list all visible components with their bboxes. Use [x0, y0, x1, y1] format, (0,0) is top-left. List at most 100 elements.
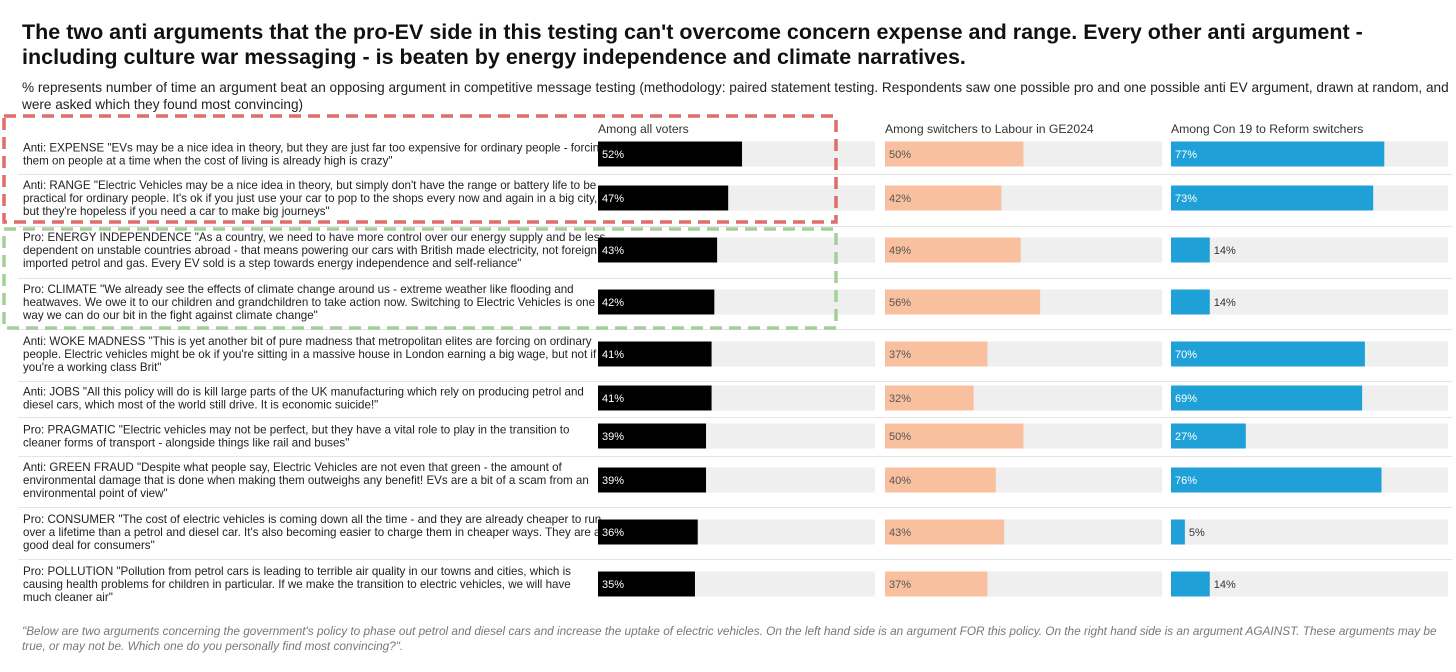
argument-label: Anti: RANGE "Electric Vehicles may be a … [23, 179, 597, 218]
bar [1171, 289, 1210, 315]
series-header: Among switchers to Labour in GE2024 [885, 122, 1094, 136]
bar [1171, 571, 1210, 597]
data-label: 42% [602, 297, 624, 309]
bar [885, 423, 1024, 449]
bar [885, 341, 988, 367]
data-label: 5% [1189, 527, 1205, 539]
data-label: 47% [602, 193, 624, 205]
bar [598, 289, 715, 315]
argument-label-line: imported petrol and gas. Every EV sold i… [23, 257, 521, 270]
argument-label: Anti: EXPENSE "EVs may be a nice idea in… [23, 142, 606, 168]
data-label: 76% [1175, 475, 1197, 487]
data-label: 77% [1175, 149, 1197, 161]
argument-label-line: Anti: EXPENSE "EVs may be a nice idea in… [23, 142, 606, 155]
argument-label-line: good deal for consumers" [23, 539, 155, 552]
bar [598, 141, 743, 167]
chart-title: The two anti arguments that the pro-EV s… [22, 20, 1363, 69]
argument-label-line: practical for ordinary people. It's ok i… [23, 192, 597, 205]
data-label: 50% [889, 149, 911, 161]
bar [1171, 519, 1185, 545]
bar [885, 385, 974, 411]
bar [1171, 423, 1246, 449]
bar [598, 571, 695, 597]
argument-label-line: them on people at a time when the cost o… [23, 155, 393, 168]
argument-label-line: but they're hopeless if you need a car t… [23, 205, 330, 218]
argument-label-line: Anti: JOBS "All this policy will do is k… [23, 386, 584, 399]
data-label: 40% [889, 475, 911, 487]
data-label: 43% [889, 527, 911, 539]
argument-label: Pro: POLLUTION "Pollution from petrol ca… [23, 565, 571, 604]
argument-label-line: diesel cars, which most of the world sti… [23, 399, 378, 412]
data-label: 14% [1214, 297, 1236, 309]
data-label: 41% [602, 349, 624, 361]
data-label: 35% [602, 579, 624, 591]
data-label: 42% [889, 193, 911, 205]
argument-label-line: environmental point of view" [23, 487, 168, 500]
data-label: 14% [1214, 579, 1236, 591]
argument-label: Anti: WOKE MADNESS "This is yet another … [23, 335, 597, 374]
highlight-box [2, 227, 838, 330]
bar [1171, 185, 1374, 211]
bar [885, 185, 1002, 211]
argument-label-line: cleaner forms of transport - alongside t… [23, 437, 349, 450]
argument-label-line: Anti: GREEN FRAUD "Despite what people s… [23, 461, 563, 474]
argument-label-line: much cleaner air" [23, 591, 113, 604]
argument-label-line: Pro: ENERGY INDEPENDENCE "As a country, … [23, 231, 606, 244]
bar [1171, 385, 1363, 411]
bar-track [1171, 237, 1448, 263]
bar [885, 289, 1041, 315]
argument-label-line: Anti: RANGE "Electric Vehicles may be a … [23, 179, 596, 192]
chart-subtitle: % represents number of time an argument … [22, 80, 1449, 112]
argument-label-line: causing health problems for children in … [23, 578, 571, 591]
data-label: 43% [602, 245, 624, 257]
argument-label-line: people. Electric vehicles might be ok if… [23, 348, 597, 361]
data-label: 56% [889, 297, 911, 309]
data-label: 49% [889, 245, 911, 257]
bar [885, 519, 1005, 545]
data-label: 32% [889, 393, 911, 405]
data-label: 27% [1175, 431, 1197, 443]
argument-label-line: you're a working class Brit" [23, 361, 161, 374]
argument-label: Anti: JOBS "All this policy will do is k… [23, 386, 584, 412]
argument-label-line: over a lifetime than a petrol and diesel… [23, 526, 601, 539]
argument-label-line: Pro: POLLUTION "Pollution from petrol ca… [23, 565, 571, 578]
argument-label-line: heatwaves. We owe it to our children and… [23, 296, 595, 309]
bar [598, 185, 729, 211]
argument-label: Pro: ENERGY INDEPENDENCE "As a country, … [23, 231, 606, 270]
argument-label-line: Pro: CONSUMER "The cost of electric vehi… [23, 513, 601, 526]
bar [598, 423, 707, 449]
argument-label-line: Pro: CLIMATE "We already see the effects… [23, 283, 574, 296]
bar [598, 467, 707, 493]
argument-label-line: way we can do our bit in the fight again… [22, 309, 318, 322]
data-label: 50% [889, 431, 911, 443]
series-header: Among Con 19 to Reform switchers [1171, 122, 1363, 136]
bar [598, 237, 718, 263]
footnote: "Below are two arguments concerning the … [22, 624, 1437, 653]
argument-label: Pro: PRAGMATIC "Electric vehicles may no… [23, 424, 569, 450]
bar [598, 385, 712, 411]
argument-label: Pro: CONSUMER "The cost of electric vehi… [23, 513, 601, 552]
argument-label-line: dependent on unstable countries abroad -… [23, 244, 597, 257]
bar [885, 141, 1024, 167]
bar [1171, 341, 1365, 367]
data-label: 36% [602, 527, 624, 539]
data-label: 69% [1175, 393, 1197, 405]
bar [598, 519, 698, 545]
argument-label-line: Pro: PRAGMATIC "Electric vehicles may no… [23, 424, 569, 437]
data-label: 39% [602, 475, 624, 487]
bar-track [1171, 571, 1448, 597]
data-label: 37% [889, 349, 911, 361]
bar-track [1171, 519, 1448, 545]
series-header: Among all voters [598, 122, 689, 136]
bar-track [1171, 289, 1448, 315]
data-label: 39% [602, 431, 624, 443]
argument-label-line: environmental damage that is done when m… [23, 474, 589, 487]
data-label: 73% [1175, 193, 1197, 205]
argument-label: Anti: GREEN FRAUD "Despite what people s… [23, 461, 589, 500]
bar [885, 467, 996, 493]
bar [598, 341, 712, 367]
highlight-box [2, 114, 838, 224]
data-label: 14% [1214, 245, 1236, 257]
argument-label: Pro: CLIMATE "We already see the effects… [22, 283, 595, 322]
